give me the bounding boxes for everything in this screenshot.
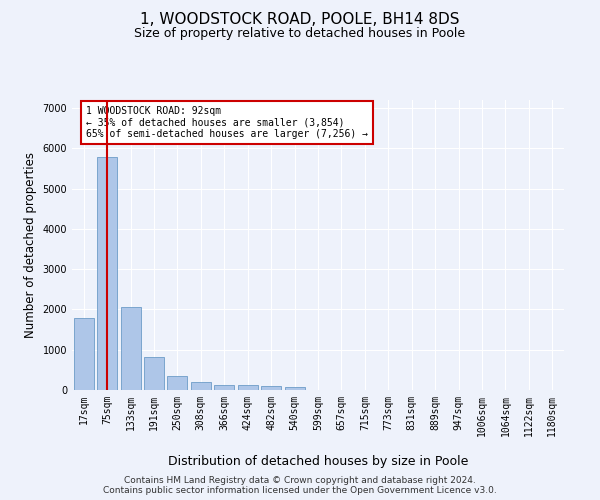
Bar — [121, 307, 140, 390]
Bar — [284, 386, 305, 390]
Bar — [167, 376, 187, 390]
Text: Size of property relative to detached houses in Poole: Size of property relative to detached ho… — [134, 28, 466, 40]
Bar — [191, 382, 211, 390]
Bar — [214, 385, 234, 390]
Y-axis label: Number of detached properties: Number of detached properties — [24, 152, 37, 338]
Bar — [238, 386, 257, 390]
Bar — [97, 157, 117, 390]
Text: 1 WOODSTOCK ROAD: 92sqm
← 35% of detached houses are smaller (3,854)
65% of semi: 1 WOODSTOCK ROAD: 92sqm ← 35% of detache… — [86, 106, 368, 139]
Bar — [74, 318, 94, 390]
Text: Distribution of detached houses by size in Poole: Distribution of detached houses by size … — [168, 454, 468, 468]
Bar — [144, 357, 164, 390]
Text: Contains HM Land Registry data © Crown copyright and database right 2024.
Contai: Contains HM Land Registry data © Crown c… — [103, 476, 497, 495]
Bar — [261, 386, 281, 390]
Text: 1, WOODSTOCK ROAD, POOLE, BH14 8DS: 1, WOODSTOCK ROAD, POOLE, BH14 8DS — [140, 12, 460, 28]
